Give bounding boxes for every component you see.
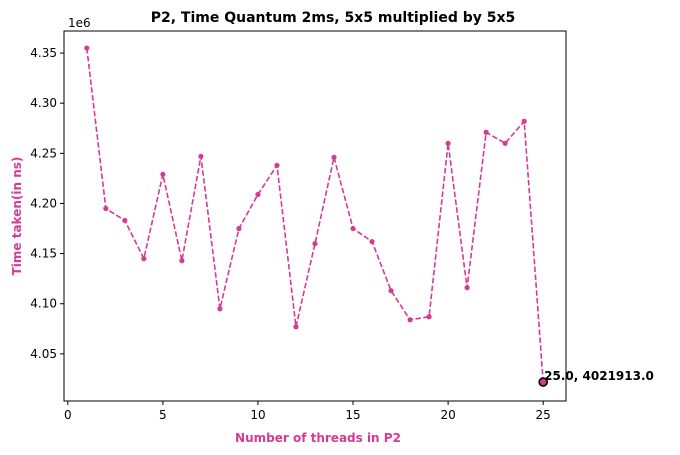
data-point (217, 306, 223, 312)
data-point (369, 238, 375, 245)
y-tick-label: 4.35 (30, 46, 57, 60)
data-point (521, 118, 527, 124)
data-point (84, 45, 90, 51)
data-point (426, 314, 432, 320)
data-point (331, 154, 337, 160)
highlight-point (538, 377, 548, 387)
y-offset-label: 1e6 (68, 16, 91, 30)
y-tick-label: 4.10 (30, 297, 57, 311)
data-point (350, 225, 356, 232)
plot-frame (63, 30, 567, 402)
chart-title: P2, Time Quantum 2ms, 5x5 multiplied by … (151, 10, 516, 26)
y-axis-label: Time taken(in ns) (10, 157, 24, 276)
data-point (274, 162, 280, 168)
series-line (86, 47, 544, 383)
x-tick-label: 20 (440, 408, 455, 422)
data-point (483, 129, 489, 135)
data-point (122, 217, 128, 224)
data-point (198, 153, 204, 159)
data-point (103, 205, 109, 212)
data-point (141, 256, 147, 262)
y-axis: 4.05 4.10 4.15 4.20 4.25 4.30 4.35 (30, 46, 64, 361)
y-tick-label: 4.20 (30, 196, 57, 210)
y-tick-label: 4.25 (30, 146, 57, 160)
y-tick-label: 4.30 (30, 96, 57, 110)
data-point (464, 285, 470, 291)
data-point (407, 317, 413, 323)
x-tick-label: 25 (536, 408, 551, 422)
x-tick-label: 0 (64, 408, 72, 422)
x-tick-label: 15 (345, 408, 360, 422)
data-point (445, 140, 451, 146)
data-point (388, 288, 394, 294)
y-tick-label: 4.05 (30, 347, 57, 361)
data-point (312, 240, 318, 247)
x-tick-label: 5 (159, 408, 167, 422)
data-point (255, 191, 261, 198)
y-tick-label: 4.15 (30, 247, 57, 261)
x-axis: 0 5 10 15 20 25 (64, 401, 551, 422)
data-point (236, 225, 242, 232)
data-point (179, 258, 185, 264)
highlight-annotation: 25.0, 4021913.0 (544, 369, 654, 383)
data-point (293, 324, 299, 330)
plot-area: 25.0, 4021913.0 (84, 45, 654, 387)
data-point (502, 140, 508, 146)
data-point (160, 171, 166, 177)
x-axis-label: Number of threads in P2 (235, 431, 401, 445)
x-tick-label: 10 (250, 408, 265, 422)
